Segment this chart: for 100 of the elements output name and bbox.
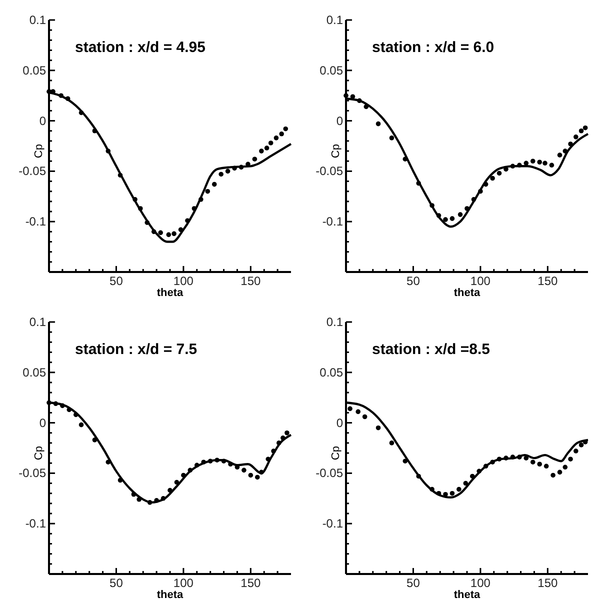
y-tick-label: 0 [39, 416, 46, 430]
point [106, 460, 111, 465]
y-axis-title: Cp [330, 144, 342, 158]
point [78, 110, 84, 116]
point [268, 140, 274, 146]
point [252, 156, 258, 162]
point [259, 470, 264, 475]
y-tick-label: -0.05 [316, 466, 344, 480]
text: station : x/d = 7.5 [75, 341, 198, 358]
x-tick-label: 150 [240, 274, 261, 288]
point [73, 412, 78, 418]
x-tick-label: 100 [173, 576, 194, 590]
point [242, 468, 246, 473]
point [356, 409, 360, 414]
point [389, 136, 394, 140]
point [248, 472, 254, 478]
point [450, 490, 455, 496]
point [436, 490, 442, 496]
y-tick-label: 0.1 [326, 13, 344, 27]
point [168, 488, 172, 493]
point [557, 152, 562, 158]
y-tick-label: -0.1 [322, 214, 344, 229]
text: station : x/d = 4.95 [75, 39, 206, 56]
y-tick-label: -0.1 [25, 516, 46, 531]
x-tick-label: 50 [406, 274, 420, 288]
point [476, 468, 482, 474]
point [416, 180, 421, 186]
y-tick-label: 0.05 [22, 365, 46, 380]
point [550, 472, 556, 478]
point [530, 460, 536, 465]
y-tick-label: -0.05 [316, 164, 344, 178]
point [478, 188, 483, 194]
point [537, 462, 542, 467]
point [376, 425, 381, 430]
x-tick-label: 150 [538, 576, 558, 590]
point [537, 160, 542, 165]
point [151, 229, 156, 234]
point [158, 230, 163, 236]
point [132, 197, 138, 202]
point [517, 162, 522, 168]
text: station : x/d = 6.0 [372, 39, 494, 56]
point [283, 126, 288, 132]
point [402, 458, 408, 464]
y-tick-label: 0.05 [320, 63, 344, 78]
x-tick-label: 100 [470, 576, 491, 590]
point [221, 458, 226, 464]
point [389, 440, 394, 446]
point [284, 430, 290, 436]
point [562, 464, 568, 470]
point [436, 213, 442, 218]
x-axis-title: theta [454, 589, 482, 600]
point [443, 217, 448, 222]
point [65, 96, 70, 102]
point [578, 442, 584, 448]
point [430, 203, 434, 208]
point [357, 98, 362, 104]
x-tick-label: 50 [110, 274, 124, 288]
point [181, 472, 186, 478]
x-axis-title: theta [454, 287, 482, 299]
point [362, 414, 368, 420]
point [138, 206, 143, 211]
y-tick-label: 0.1 [326, 315, 344, 329]
point [463, 480, 468, 486]
y-axis-title: Cp [33, 446, 45, 460]
point [92, 438, 98, 442]
point [458, 212, 463, 217]
point [496, 170, 502, 176]
y-tick-label: 0.1 [29, 13, 46, 27]
point [549, 162, 554, 168]
point [274, 136, 279, 140]
point [416, 474, 421, 479]
point [118, 172, 123, 178]
y-tick-label: 0 [336, 416, 344, 430]
point [238, 164, 244, 170]
x-tick-label: 150 [240, 576, 261, 590]
point [496, 456, 502, 462]
point [470, 474, 475, 479]
point [430, 486, 434, 492]
point [483, 464, 488, 469]
point [376, 121, 381, 126]
point [194, 462, 200, 468]
point [214, 458, 220, 462]
y-axis-title: Cp [330, 446, 342, 460]
point [218, 172, 224, 177]
point [490, 460, 495, 465]
y-axis-title: Cp [33, 144, 45, 158]
point [136, 497, 142, 502]
point [118, 478, 123, 483]
point [582, 125, 588, 130]
point [60, 403, 65, 408]
point [201, 460, 206, 465]
point [198, 197, 204, 202]
point [562, 148, 568, 154]
point [443, 492, 448, 497]
point [490, 176, 495, 181]
y-tick-label: 0.1 [29, 315, 46, 329]
point [208, 458, 213, 464]
point [254, 474, 260, 480]
point [344, 93, 348, 98]
point [276, 440, 282, 446]
